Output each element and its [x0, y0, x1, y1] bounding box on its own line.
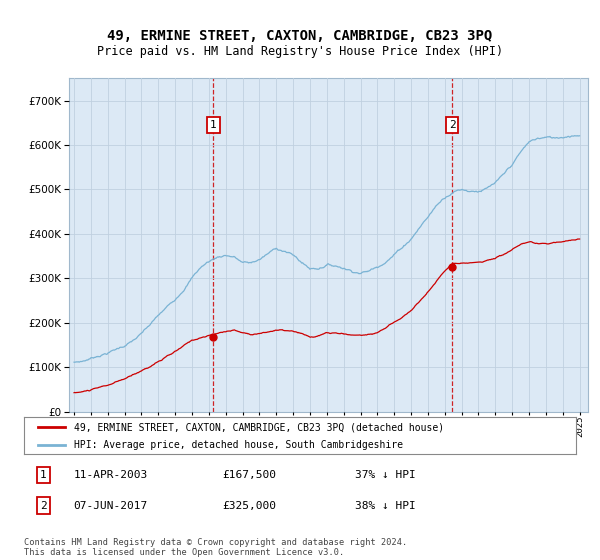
Text: 49, ERMINE STREET, CAXTON, CAMBRIDGE, CB23 3PQ (detached house): 49, ERMINE STREET, CAXTON, CAMBRIDGE, CB…: [74, 422, 444, 432]
Text: £167,500: £167,500: [223, 470, 277, 480]
Text: 1: 1: [210, 120, 217, 130]
Text: 1: 1: [40, 470, 47, 480]
Text: 2: 2: [449, 120, 455, 130]
Text: Price paid vs. HM Land Registry's House Price Index (HPI): Price paid vs. HM Land Registry's House …: [97, 45, 503, 58]
Text: 37% ↓ HPI: 37% ↓ HPI: [355, 470, 416, 480]
Text: 49, ERMINE STREET, CAXTON, CAMBRIDGE, CB23 3PQ: 49, ERMINE STREET, CAXTON, CAMBRIDGE, CB…: [107, 29, 493, 44]
Text: 38% ↓ HPI: 38% ↓ HPI: [355, 501, 416, 511]
Text: 2: 2: [40, 501, 47, 511]
Text: 07-JUN-2017: 07-JUN-2017: [74, 501, 148, 511]
Text: Contains HM Land Registry data © Crown copyright and database right 2024.
This d: Contains HM Land Registry data © Crown c…: [24, 538, 407, 557]
Text: 11-APR-2003: 11-APR-2003: [74, 470, 148, 480]
Text: £325,000: £325,000: [223, 501, 277, 511]
Text: HPI: Average price, detached house, South Cambridgeshire: HPI: Average price, detached house, Sout…: [74, 440, 403, 450]
